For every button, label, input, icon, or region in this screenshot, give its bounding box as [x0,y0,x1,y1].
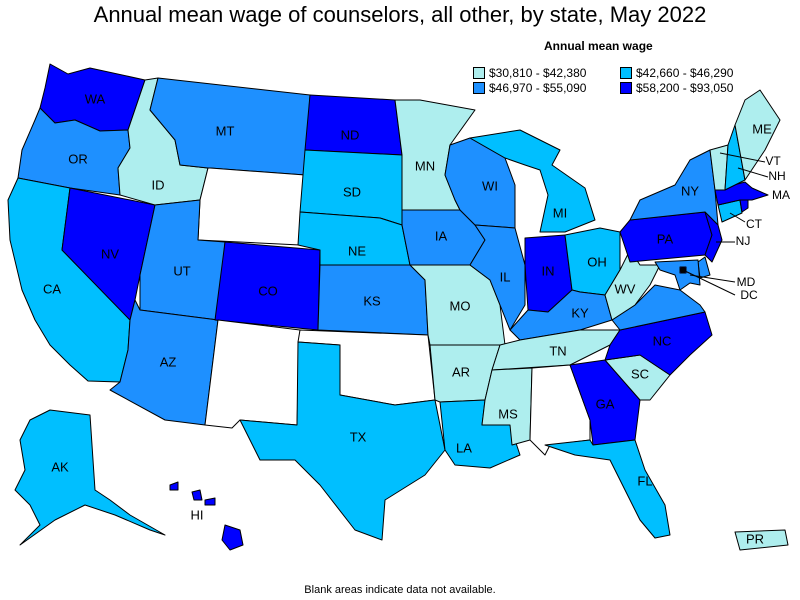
legend-swatch-bin-4 [620,82,632,94]
state-label-mi: MI [553,205,567,220]
state-label-ma: MA [772,188,790,202]
state-label-ne: NE [348,243,366,258]
state-label-nh: NH [768,169,785,183]
state-nj[interactable] [704,211,723,263]
state-label-nd: ND [341,127,360,142]
states-layer [7,63,789,551]
state-il[interactable] [469,224,526,331]
state-label-hi: HI [191,507,204,522]
legend-label-bin-4: $58,200 - $93,050 [636,81,734,95]
state-label-az: AZ [160,354,177,369]
label-leader-lines [682,152,769,296]
leader-nh [737,167,769,178]
state-label-dc: DC [740,288,758,302]
leader-dc [682,269,736,296]
state-label-co: CO [258,283,278,298]
state-va[interactable] [611,284,706,331]
state-label-ga: GA [596,396,615,411]
legend-swatch-bin-3 [473,82,485,94]
leader-vt [719,152,766,163]
state-label-oh: OH [587,254,607,269]
state-wy[interactable] [197,167,306,246]
state-mi[interactable] [469,129,596,233]
state-label-md: MD [737,275,756,289]
state-label-ny: NY [681,183,699,198]
state-labels: WA OR CA NV ID MT UT AZ CO ND SD NE KS TX MN IA MO AR LA WI… [43,91,790,546]
state-label-ms: MS [498,406,518,421]
state-label-ky: KY [571,305,589,320]
legend-item-bin-1: $30,810 - $42,380 [473,66,586,80]
legend-label-bin-3: $46,970 - $55,090 [489,81,587,95]
state-label-wi: WI [482,178,498,193]
state-label-ct: CT [746,217,763,231]
footnote: Blank areas indicate data not available. [304,584,496,596]
state-label-la: LA [456,440,472,455]
state-label-fl: FL [637,473,652,488]
state-label-ca: CA [43,281,61,296]
leader-ct [729,212,746,223]
state-fl[interactable] [544,439,671,539]
legend-label-bin-1: $30,810 - $42,380 [489,66,587,80]
state-label-tx: TX [350,429,367,444]
state-label-sd: SD [343,184,361,199]
state-label-ak: AK [51,459,69,474]
legend-label-bin-2: $42,660 - $46,290 [636,66,734,80]
state-label-sc: SC [631,366,649,381]
state-label-nv: NV [101,246,119,261]
state-label-nc: NC [653,333,672,348]
state-label-id: ID [152,177,165,192]
map-title: Annual mean wage of counselors, all othe… [93,2,707,27]
leader-md [689,274,736,283]
dc-marker [680,267,686,273]
legend-swatch-bin-1 [473,67,485,79]
state-label-tn: TN [549,343,566,358]
state-label-wv: WV [615,281,636,296]
state-label-pr: PR [746,531,764,546]
state-label-ut: UT [173,263,190,278]
state-ak[interactable] [14,409,166,546]
state-pr[interactable] [734,529,789,551]
state-md[interactable] [654,259,701,291]
legend-title: Annual mean wage [544,39,653,53]
state-label-mt: MT [216,123,235,138]
state-me[interactable] [734,89,781,181]
state-tx[interactable] [239,341,446,541]
state-label-in: IN [542,263,555,278]
state-label-me: ME [752,121,772,136]
state-nm[interactable] [204,319,301,429]
legend-item-bin-4: $58,200 - $93,050 [620,81,733,95]
legend-item-bin-2: $42,660 - $46,290 [620,66,733,80]
state-label-pa: PA [657,231,674,246]
state-label-ks: KS [363,293,381,308]
state-label-vt: VT [765,154,781,168]
state-label-nj: NJ [736,234,751,248]
state-de[interactable] [697,256,711,279]
state-label-wa: WA [85,91,106,106]
state-label-or: OR [68,151,88,166]
state-label-ar: AR [452,364,470,379]
state-label-mo: MO [450,298,471,313]
legend-item-bin-3: $46,970 - $55,090 [473,81,586,95]
state-label-il: IL [500,269,511,284]
state-hi[interactable] [169,481,244,551]
state-label-mn: MN [415,158,435,173]
state-nd[interactable] [304,94,403,156]
legend-swatch-bin-2 [620,67,632,79]
state-label-ia: IA [435,228,448,243]
